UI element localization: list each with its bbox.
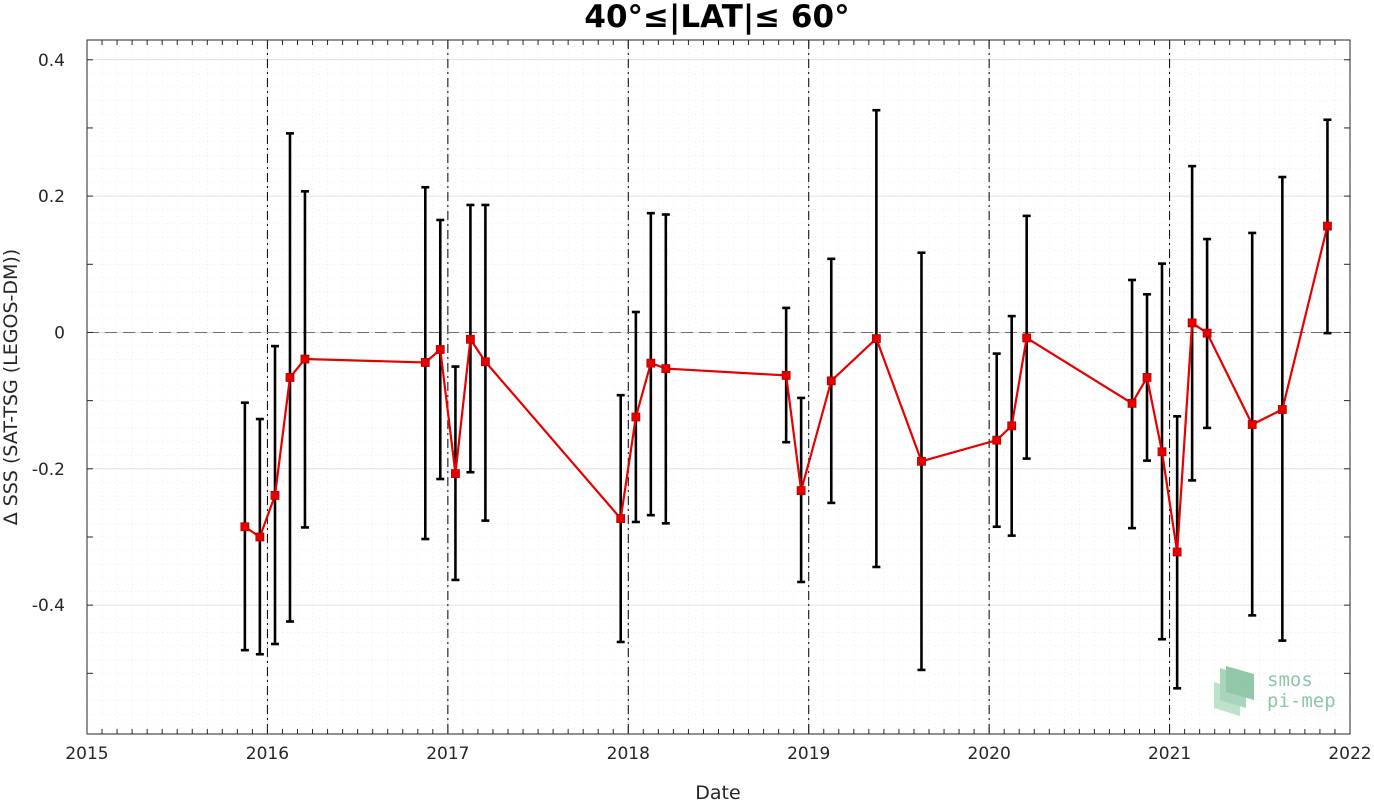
- data-point: [300, 354, 310, 364]
- data-point: [917, 456, 926, 466]
- data-point: [871, 334, 881, 343]
- data-point: [781, 371, 791, 380]
- data-point: [270, 490, 280, 500]
- data-point: [1187, 318, 1197, 328]
- y-tick-label: 0: [54, 323, 65, 343]
- data-point: [1007, 421, 1017, 431]
- data-point: [466, 334, 475, 344]
- data-point: [451, 469, 460, 478]
- data-point: [1247, 420, 1257, 429]
- y-axis-label: Δ SSS (SAT-TSG (LEGOS-DM)): [0, 249, 22, 525]
- data-point: [796, 486, 806, 496]
- logo-text-smos: smos: [1267, 669, 1313, 691]
- x-tick-label: 2017: [426, 744, 469, 764]
- x-tick-label: 2019: [787, 744, 830, 764]
- data-point: [1022, 333, 1032, 343]
- data-point: [1323, 221, 1332, 231]
- data-point: [661, 364, 671, 373]
- y-tick-label: 0.2: [38, 187, 65, 207]
- year-boundary-lines: [266, 40, 1171, 734]
- x-tick-label: 2022: [1328, 744, 1371, 764]
- data-series: [240, 221, 1332, 557]
- x-axis-ticks: 2015 2016 2017 2018 2019 2020 2021 2022: [65, 40, 1372, 764]
- data-point: [646, 358, 656, 368]
- x-tick-label: 2020: [968, 744, 1011, 764]
- data-point: [1202, 328, 1212, 338]
- x-tick-label: 2018: [607, 744, 650, 764]
- data-point: [240, 522, 250, 532]
- y-tick-label: -0.2: [32, 460, 65, 480]
- y-axis-ticks: 0.4 0.2 0 -0.2 -0.4: [32, 51, 1350, 674]
- x-tick-label: 2021: [1148, 744, 1191, 764]
- data-point: [1277, 405, 1287, 414]
- data-point: [1172, 547, 1182, 557]
- data-point: [631, 412, 641, 422]
- x-tick-label: 2015: [65, 744, 108, 764]
- x-axis-label: Date: [695, 782, 740, 801]
- data-point: [480, 357, 490, 367]
- data-point: [616, 514, 626, 523]
- data-point: [1142, 373, 1152, 382]
- data-point: [435, 345, 445, 354]
- data-point: [1127, 398, 1137, 408]
- data-point: [420, 358, 430, 367]
- logo-emblem: [1214, 666, 1254, 716]
- y-tick-label: 0.4: [38, 51, 65, 71]
- smos-pi-mep-logo: smos pi-mep: [1214, 666, 1336, 716]
- chart-title: 40°≤|LAT|≤ 60°: [584, 0, 849, 35]
- data-point: [826, 376, 836, 386]
- x-tick-label: 2016: [246, 744, 289, 764]
- data-point: [992, 435, 1002, 445]
- data-point: [285, 373, 295, 382]
- data-point: [1157, 447, 1167, 457]
- logo-text-pi-mep: pi-mep: [1267, 690, 1336, 712]
- data-point: [255, 532, 265, 542]
- y-tick-label: -0.4: [32, 596, 65, 616]
